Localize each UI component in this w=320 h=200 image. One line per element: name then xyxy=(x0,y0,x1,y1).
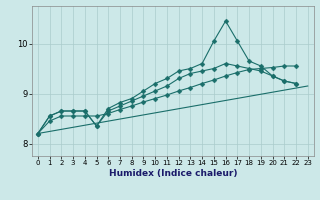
X-axis label: Humidex (Indice chaleur): Humidex (Indice chaleur) xyxy=(108,169,237,178)
